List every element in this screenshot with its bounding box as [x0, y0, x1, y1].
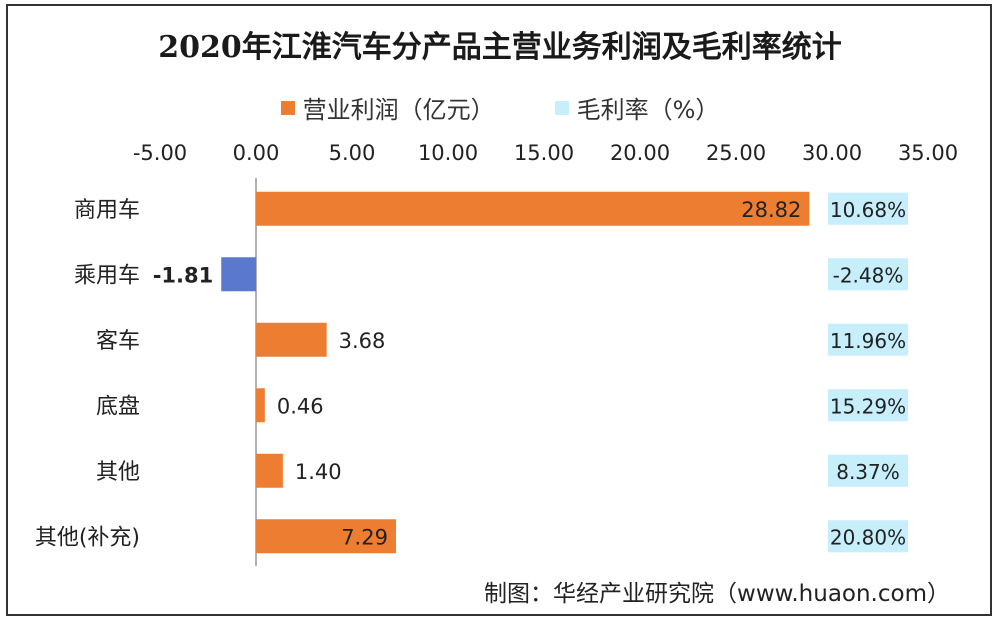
chart-title: 2020年江淮汽车分产品主营业务利润及毛利率统计 [158, 30, 842, 65]
margin-data-label: 8.37% [836, 460, 900, 484]
chart-frame [6, 4, 992, 616]
margin-label-box [828, 454, 908, 487]
margin-data-label: 20.80% [830, 525, 906, 549]
margin-data-label: -2.48% [833, 263, 904, 287]
source-note: 制图：华经产业研究院（www.huaon.com） [484, 581, 950, 607]
margin-label-box [828, 192, 908, 225]
profit-bar [256, 453, 283, 488]
x-tick-label: 35.00 [898, 141, 958, 165]
margin-label-box [828, 323, 908, 356]
margin-label-box [828, 520, 908, 553]
category-label: 乘用车 [74, 263, 140, 288]
profit-bar [256, 519, 396, 554]
x-tick-label: 15.00 [514, 141, 574, 165]
legend-item-profit: 营业利润（亿元） [280, 90, 495, 125]
legend-swatch-profit [280, 100, 295, 115]
x-tick-label: 5.00 [329, 141, 376, 165]
x-tick-label: 30.00 [802, 141, 862, 165]
profit-data-label: 7.29 [341, 525, 388, 549]
x-tick-label: 0.00 [233, 141, 280, 165]
category-label: 商用车 [74, 198, 140, 223]
profit-data-label: 3.68 [339, 329, 386, 353]
profit-data-label: 1.40 [295, 460, 342, 484]
legend-item-margin: 毛利率（%） [554, 90, 720, 125]
profit-data-label: 28.82 [741, 198, 801, 222]
x-tick-label: -5.00 [133, 141, 187, 165]
profit-data-label: 0.46 [277, 394, 324, 418]
x-tick-label: 20.00 [610, 141, 670, 165]
x-tick-label: 10.00 [418, 141, 478, 165]
profit-bar [256, 191, 810, 226]
category-label: 客车 [96, 329, 140, 354]
category-label: 其他 [96, 460, 140, 485]
legend-label-margin: 毛利率（%） [576, 96, 720, 124]
profit-bar [221, 257, 256, 292]
margin-label-box [828, 389, 908, 422]
profit-bar [256, 388, 265, 423]
margin-data-label: 10.68% [830, 198, 906, 222]
legend-label-profit: 营业利润（亿元） [302, 96, 495, 124]
profit-data-label: -1.81 [153, 263, 214, 287]
category-label: 底盘 [96, 394, 140, 419]
margin-data-label: 11.96% [830, 329, 906, 353]
profit-bar [256, 322, 327, 357]
category-label: 其他(补充) [35, 525, 140, 550]
margin-data-label: 15.29% [830, 394, 906, 418]
legend-swatch-margin [554, 100, 569, 115]
margin-label-box [828, 258, 908, 291]
x-tick-label: 25.00 [706, 141, 766, 165]
chart-legend: 营业利润（亿元） 毛利率（%） [0, 90, 1000, 125]
